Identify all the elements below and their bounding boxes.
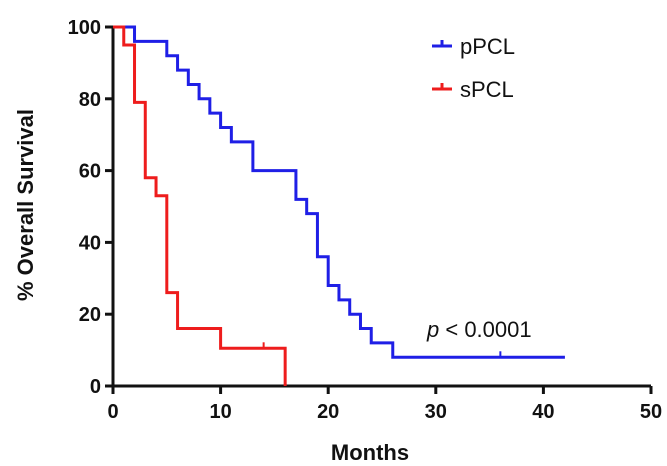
x-tick-label: 20	[317, 401, 339, 423]
x-tick-label: 10	[209, 401, 231, 423]
series-line-spcl	[113, 25, 287, 386]
y-tick-label: 60	[79, 161, 101, 183]
p-value-annotation: p < 0.0001	[426, 317, 532, 342]
x-tick-label: 40	[532, 401, 554, 423]
legend-label-ppcl: pPCL	[460, 34, 515, 59]
legend: pPCL sPCL	[432, 34, 515, 102]
y-tick-label: 80	[79, 89, 101, 111]
x-tick-label: 30	[425, 401, 447, 423]
series-layer	[113, 25, 565, 386]
y-tick-label: 100	[68, 17, 101, 39]
x-axis-title: Months	[331, 440, 409, 465]
legend-label-spcl: sPCL	[460, 77, 514, 102]
x-tick-label: 0	[107, 401, 118, 423]
y-axis-title: % Overall Survival	[13, 109, 38, 301]
y-tick-label: 40	[79, 232, 101, 254]
y-tick-label: 20	[79, 304, 101, 326]
y-tick-label: 0	[90, 376, 101, 398]
axes	[111, 27, 651, 388]
series-line-ppcl	[113, 25, 565, 359]
x-tick-label: 50	[640, 401, 662, 423]
x-ticks: 0 10 20 30 40 50	[107, 386, 662, 423]
y-ticks: 0 20 40 60 80 100	[68, 17, 113, 398]
